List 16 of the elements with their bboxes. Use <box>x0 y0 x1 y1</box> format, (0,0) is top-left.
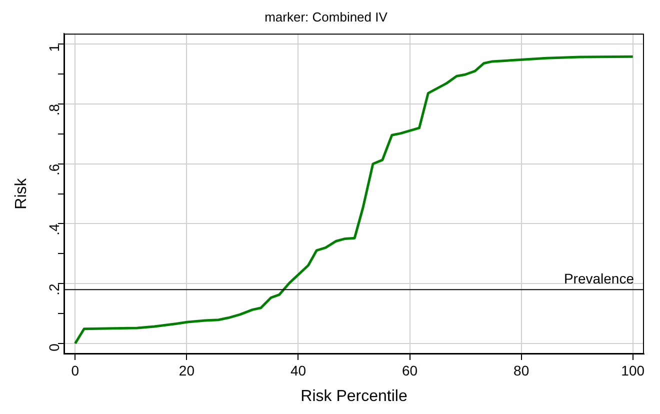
y-tick-label: .4 <box>46 224 62 236</box>
y-tick-label: .6 <box>46 164 62 176</box>
y-tick-label: 1 <box>46 44 62 52</box>
y-tick-label: .8 <box>46 104 62 116</box>
x-tick-label: 40 <box>290 362 306 378</box>
y-tick-label: 0 <box>46 343 62 352</box>
x-tick-label: 60 <box>402 362 418 378</box>
x-tick-label: 80 <box>514 362 530 378</box>
x-tick-label: 20 <box>178 362 195 378</box>
y-tick-label: .2 <box>46 283 62 296</box>
x-tick-label: 0 <box>71 362 80 378</box>
chart-title: marker: Combined IV <box>264 9 388 24</box>
x-axis-title: Risk Percentile <box>300 388 408 405</box>
y-axis-title: Risk <box>13 177 30 210</box>
ref-line-label: Prevalence <box>564 270 634 286</box>
x-tick-label: 100 <box>621 362 645 378</box>
